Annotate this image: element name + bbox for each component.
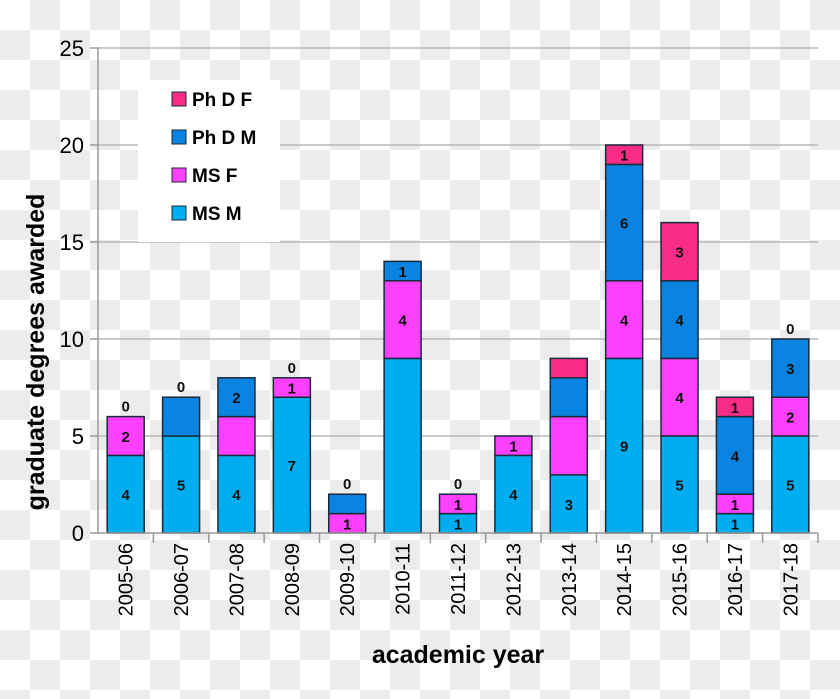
legend-swatch (171, 91, 187, 107)
bar-segment (161, 435, 201, 534)
data-label: 0 (454, 476, 462, 493)
bar-segment (106, 415, 145, 457)
bar-segment (438, 493, 478, 515)
bar-segment (715, 396, 755, 418)
bar-segment (549, 377, 589, 418)
data-label: 4 (509, 487, 518, 504)
data-label: 7 (288, 458, 296, 475)
data-label: 2 (786, 410, 794, 427)
y-tick-label: 0 (72, 521, 84, 546)
x-tick-label: 2015-16 (670, 543, 692, 616)
legend-swatch (171, 167, 187, 183)
x-tick-label: 2016-17 (725, 543, 747, 616)
y-tick-label: 25 (60, 36, 84, 61)
legend-label: MS M (192, 204, 242, 225)
x-tick-label: 2008-09 (282, 543, 304, 616)
data-label: 1 (343, 516, 351, 533)
bar-segment (383, 260, 422, 282)
data-label: 0 (343, 476, 351, 493)
data-label: 4 (398, 313, 407, 330)
legend-label: Ph D M (192, 128, 256, 149)
x-tick-label: 2012-13 (503, 543, 525, 616)
data-label: 2 (122, 429, 130, 446)
legend-swatch (171, 205, 187, 221)
bar-segment (494, 435, 533, 457)
data-label: 5 (675, 478, 683, 495)
data-label: 1 (620, 148, 628, 165)
bar-segment (771, 338, 810, 398)
bar-segment (383, 280, 422, 360)
data-label: 9 (620, 439, 628, 456)
bar-segment (549, 415, 589, 476)
data-label: 4 (675, 313, 684, 330)
data-label: 1 (288, 381, 296, 398)
data-label: 2 (232, 390, 240, 407)
bar-segment (217, 377, 256, 418)
data-label: 0 (786, 321, 794, 338)
y-tick-label: 15 (60, 230, 84, 255)
data-label: 1 (454, 516, 462, 533)
data-label: 3 (786, 361, 794, 378)
legend-label: Ph D F (192, 90, 252, 111)
bar-segment (383, 357, 422, 534)
legend-box (138, 80, 280, 242)
bar-segment (217, 454, 256, 534)
data-label: 4 (232, 487, 241, 504)
y-tick-label: 5 (72, 424, 84, 449)
data-label: 3 (565, 497, 573, 514)
data-label: 4 (122, 487, 131, 504)
bar-segment (660, 221, 699, 282)
bar-segment (660, 357, 699, 437)
y-axis-label: graduate degrees awarded (22, 194, 50, 511)
data-label: 5 (786, 478, 794, 495)
bar-segment (106, 454, 145, 534)
data-label: 1 (454, 497, 462, 514)
bar-segment (660, 435, 699, 534)
data-label: 1 (731, 400, 739, 417)
bar-segment (604, 280, 644, 360)
bar-segment (161, 396, 201, 437)
x-tick-label: 2013-14 (559, 543, 581, 616)
data-label: 4 (675, 390, 684, 407)
bar-segment (771, 396, 810, 437)
bar-segment (327, 493, 367, 515)
legend-swatch (171, 129, 187, 145)
y-tick-label: 20 (60, 133, 84, 158)
x-tick-label: 2010-11 (393, 543, 415, 615)
data-label: 0 (288, 360, 296, 377)
data-label: 0 (122, 399, 130, 416)
x-axis-label: academic year (372, 641, 545, 669)
data-label: 3 (675, 245, 683, 262)
x-tick-label: 2009-10 (337, 543, 359, 616)
data-label: 0 (177, 379, 185, 396)
bar-segment (715, 415, 755, 495)
bar-segment (217, 415, 256, 457)
bars: 4 2 0 5 0 4 2 7 1 0 0 1 4 1 1 1 0 4 1 3 9 4 6 1 5 4 4 3 1 1 4 1 5 2 3 0 (106, 144, 810, 534)
x-tick-label: 2007-08 (226, 543, 248, 616)
bar-segment (604, 144, 644, 166)
data-label: 4 (731, 448, 740, 465)
data-label: 6 (620, 216, 628, 233)
bar-segment (549, 357, 589, 379)
data-label: 1 (509, 439, 517, 456)
x-tick-label: 2014-15 (614, 543, 636, 616)
bar-segment (771, 435, 810, 534)
data-label: 1 (731, 516, 739, 533)
x-tick-label: 2006-07 (171, 543, 193, 616)
data-label: 1 (398, 264, 406, 281)
legend: Ph D F Ph D M MS F MS M (138, 80, 280, 242)
x-tick-label: 2011-12 (448, 543, 470, 615)
bar-segment (272, 396, 312, 534)
legend-label: MS F (192, 166, 237, 187)
bar-segment (272, 377, 312, 398)
data-label: 5 (177, 478, 185, 495)
x-tick-label: 2005-06 (116, 543, 138, 616)
y-tick-label: 10 (60, 327, 84, 352)
x-tick-label: 2017-18 (780, 543, 802, 616)
data-label: 1 (731, 497, 739, 514)
bar-segment (494, 454, 533, 534)
data-label: 4 (620, 313, 629, 330)
